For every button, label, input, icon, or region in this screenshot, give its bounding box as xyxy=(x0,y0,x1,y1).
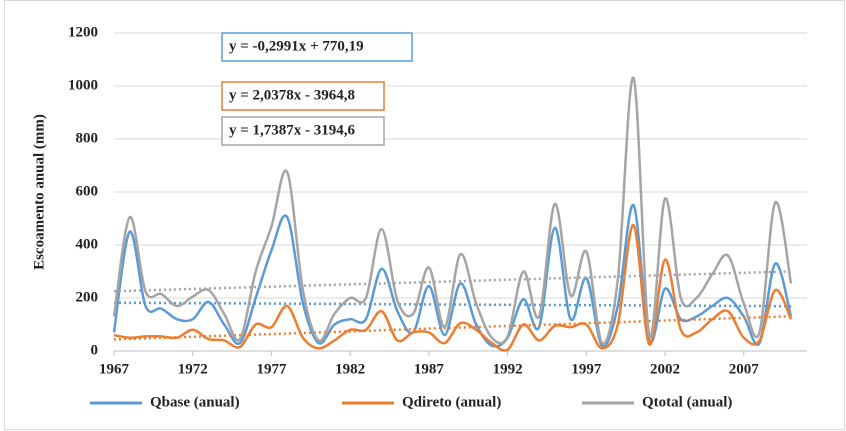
chart-frame xyxy=(4,0,845,430)
x-tick-label: 2002 xyxy=(650,361,680,377)
equation-box xyxy=(221,116,385,146)
x-tick-label: 1992 xyxy=(493,361,523,377)
y-tick-label: 800 xyxy=(76,130,99,146)
equation-label: y = 1,7387x - 3194,6 xyxy=(229,122,356,138)
series-line xyxy=(112,76,793,345)
legend-label: Qtotal (anual) xyxy=(642,394,732,410)
x-tick-label: 1982 xyxy=(335,361,365,377)
equation-label: y = -0,2991x + 770,19 xyxy=(229,38,364,54)
x-tick-label: 1977 xyxy=(256,361,287,377)
series-line xyxy=(112,203,793,348)
x-tick-label: 1972 xyxy=(178,361,208,377)
legend-label: Qdireto (anual) xyxy=(402,394,501,410)
equation-box xyxy=(221,32,413,62)
x-tick-label: 1997 xyxy=(571,361,602,377)
x-tick-label: 2007 xyxy=(729,361,760,377)
y-tick-label: 600 xyxy=(76,183,99,199)
y-tick-label: 400 xyxy=(76,236,99,252)
y-axis-title: Escoamento anual (mm) xyxy=(31,114,47,270)
y-tick-label: 1200 xyxy=(68,24,98,40)
x-tick-label: 1967 xyxy=(99,361,130,377)
equation-box xyxy=(221,81,385,111)
series-line xyxy=(113,223,793,352)
x-tick-label: 1987 xyxy=(414,361,445,377)
equation-label: y = 2,0378x - 3964,8 xyxy=(229,87,355,103)
y-tick-label: 1000 xyxy=(68,77,98,93)
legend-label: Qbase (anual) xyxy=(150,394,240,410)
y-tick-label: 0 xyxy=(91,342,99,358)
y-tick-label: 200 xyxy=(76,289,99,305)
